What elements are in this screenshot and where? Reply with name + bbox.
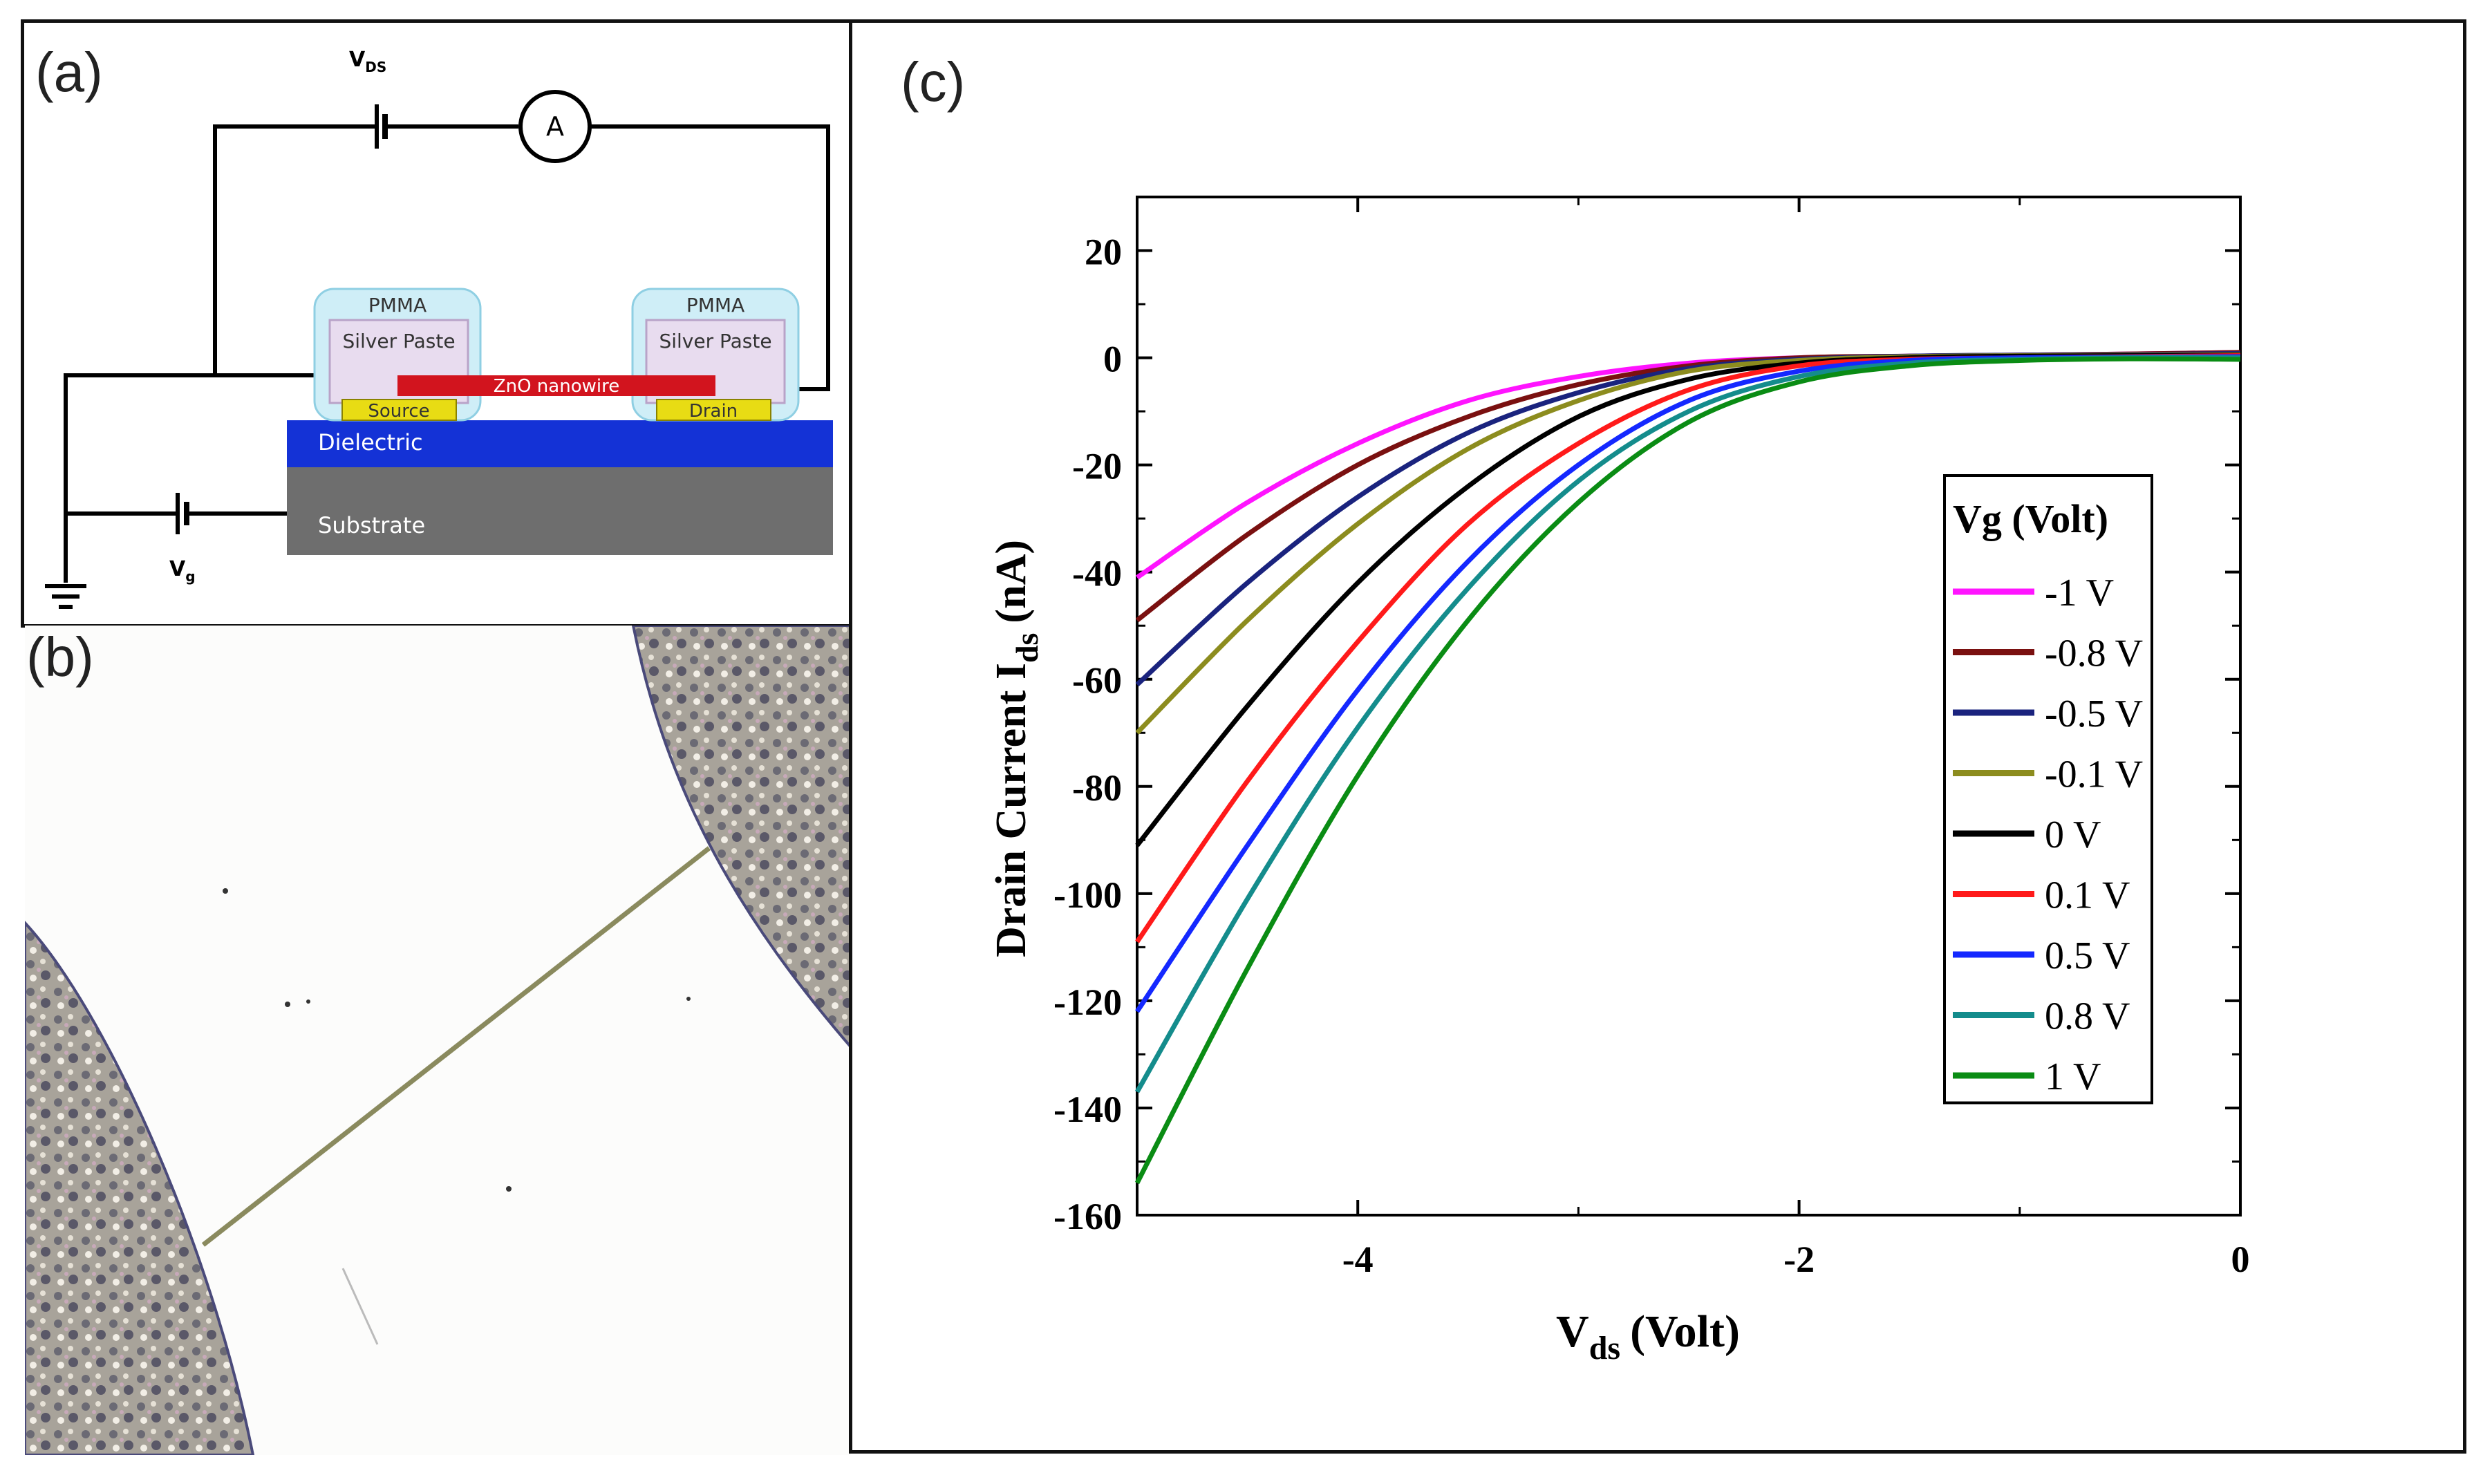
y-axis-label: Drain Current Ids(nA) <box>988 540 1044 957</box>
wire-left-top <box>213 124 377 375</box>
silver-left-label: Silver Paste <box>342 330 455 353</box>
circuit-diagram: A VDS Vg Substrate Dielectric PMMA PMMA … <box>45 48 833 609</box>
y-tick-label: -60 <box>1072 660 1122 702</box>
y-tick-label: -100 <box>1053 874 1122 916</box>
silver-right-label: Silver Paste <box>659 330 771 353</box>
chart-axes: 200-20-40-60-80-100-120-140-160-4 -2 0 <box>1053 196 2250 1280</box>
y-tick-label: 20 <box>1085 232 1122 273</box>
x-tick-label: -2 <box>1783 1239 1815 1280</box>
x-axis-label: Vds (Volt) <box>1556 1306 1740 1366</box>
panel-b-label: (b) <box>26 626 94 688</box>
y-tick-label: -160 <box>1053 1196 1122 1237</box>
panel-c-label: (c) <box>901 51 966 113</box>
legend-entry: 0.1 V <box>2045 874 2130 917</box>
panel-a-schematic: (a) A VDS Vg Substrate Dielectric PMMA <box>21 19 854 628</box>
y-tick-label: -120 <box>1053 981 1122 1023</box>
panel-a-label: (a) <box>35 41 103 103</box>
chart-series <box>1134 350 2241 1185</box>
vg-label: Vg <box>169 557 196 585</box>
y-tick-label: 0 <box>1103 339 1122 380</box>
dielectric-label: Dielectric <box>318 429 423 455</box>
micrograph-image <box>25 626 851 1455</box>
y-tick-label: -20 <box>1072 446 1122 487</box>
substrate-layer <box>287 465 833 555</box>
ammeter-icon <box>518 90 592 163</box>
y-tick-label: -80 <box>1072 767 1122 809</box>
panel-c-chart: (c) 20 0 -20 -40 -60 -80 -100 -120 -140 -160 -4 -2 0… <box>849 19 2466 1454</box>
nanowire-label: ZnO nanowire <box>494 376 619 397</box>
panel-b-micrograph: (b) <box>25 626 851 1455</box>
drain-electrode <box>656 399 771 421</box>
right-electrode-region <box>631 626 851 1050</box>
wire-right <box>591 124 830 391</box>
legend-entry: 0.8 V <box>2045 995 2130 1038</box>
dielectric-layer <box>287 420 833 467</box>
left-electrode-region <box>25 921 255 1455</box>
pmma-left-label: PMMA <box>368 294 427 317</box>
chart-legend: Vg (Volt) -1 V -0.8 V -0.5 V -0.1 V 0 V 0.1 V 0… <box>1943 474 2153 1105</box>
ammeter-label: A <box>546 111 564 142</box>
legend-entry: 0.5 V <box>2045 934 2130 977</box>
legend-entry: 1 V <box>2045 1055 2101 1098</box>
iv-curve-chart: 200-20-40-60-80-100-120-140-160-4 -2 0 Vg … <box>988 196 2250 1366</box>
plot-frame <box>1136 196 2242 1217</box>
pmma-right-label: PMMA <box>686 294 744 317</box>
drain-label: Drain <box>689 401 738 422</box>
legend-box <box>1943 474 2153 1105</box>
legend-entry: -0.8 V <box>2045 632 2143 675</box>
y-tick-label: -40 <box>1072 553 1122 594</box>
nanowire-strand <box>201 846 711 1247</box>
x-tick-label: -4 <box>1342 1239 1374 1280</box>
source-label: Source <box>368 401 429 422</box>
legend-title: Vg (Volt) <box>1953 496 2108 541</box>
substrate-label: Substrate <box>318 512 425 538</box>
legend-entry: -0.1 V <box>2045 753 2143 796</box>
y-tick-label: -140 <box>1053 1089 1122 1130</box>
vds-label: VDS <box>349 48 386 75</box>
series-line-1V <box>1134 356 2241 1185</box>
legend-entry: 0 V <box>2045 814 2101 856</box>
zno-nanowire <box>397 375 715 396</box>
source-electrode <box>341 399 457 421</box>
legend-entry: -0.5 V <box>2045 693 2143 735</box>
x-tick-label: 0 <box>2231 1239 2250 1280</box>
legend-entry: -1 V <box>2045 572 2114 614</box>
